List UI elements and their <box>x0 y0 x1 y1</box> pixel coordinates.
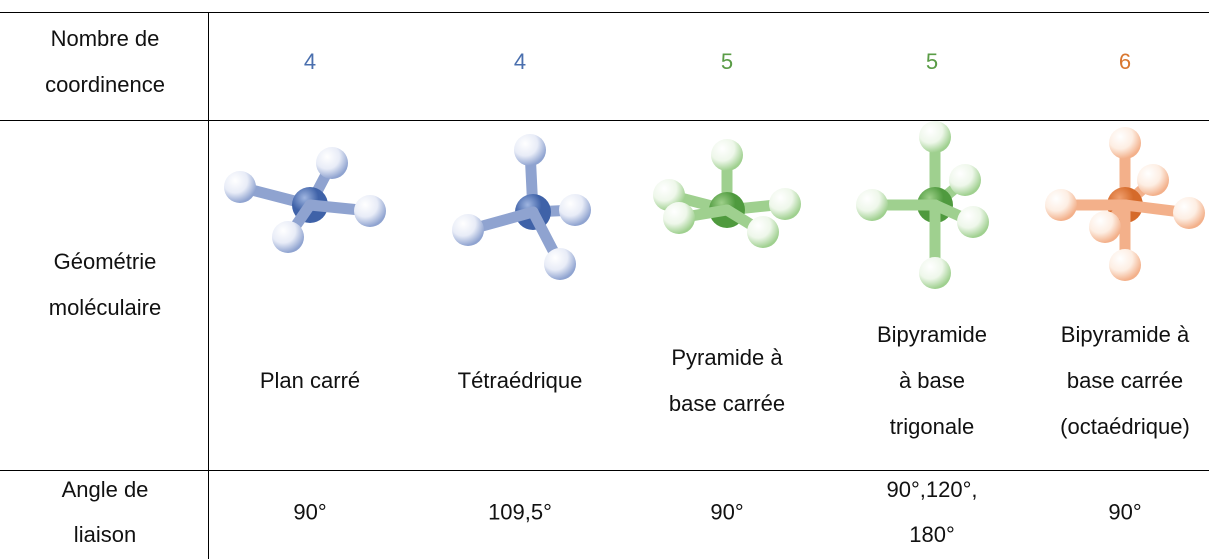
text-line: Angle de <box>62 467 149 512</box>
atom <box>711 139 743 171</box>
atom <box>919 257 951 289</box>
atom <box>769 188 801 220</box>
cell: Plan carré <box>260 358 360 404</box>
atom <box>1109 127 1141 159</box>
atom <box>663 202 695 234</box>
text-line: liaison <box>74 512 136 557</box>
text-line: Pyramide à <box>671 335 782 381</box>
text-line: 6 <box>1119 39 1131 85</box>
cell: 90° <box>710 490 743 535</box>
cell: 109,5° <box>488 490 552 535</box>
text-line: trigonale <box>890 404 974 450</box>
molecule <box>1045 127 1205 281</box>
cell: 4 <box>304 39 316 85</box>
atom <box>559 194 591 226</box>
text-line: 4 <box>304 39 316 85</box>
atom <box>1045 189 1077 221</box>
page: Nombre decoordinence Géométriemoléculaire… <box>0 0 1209 559</box>
text-line: coordinence <box>45 62 165 108</box>
text-line: Plan carré <box>260 358 360 404</box>
atom <box>316 147 348 179</box>
atom <box>919 121 951 153</box>
text-line: 90° <box>293 490 326 535</box>
atom <box>452 214 484 246</box>
molecule <box>452 134 591 280</box>
atom <box>949 164 981 196</box>
cell: 6 <box>1119 39 1131 85</box>
text-line: 4 <box>514 39 526 85</box>
molecule <box>653 139 801 248</box>
text-line: 180° <box>909 512 955 557</box>
atom <box>856 189 888 221</box>
atom <box>1089 211 1121 243</box>
text-line: 5 <box>721 39 733 85</box>
cell: 5 <box>926 39 938 85</box>
cell: 90°,120°,180° <box>887 467 978 557</box>
atom <box>272 221 304 253</box>
cell: 90° <box>1108 490 1141 535</box>
text-line: Bipyramide <box>877 312 987 358</box>
text-line: Tétraédrique <box>458 358 583 404</box>
atom <box>224 171 256 203</box>
cell: 4 <box>514 39 526 85</box>
text-line: à base <box>899 358 965 404</box>
atom <box>514 134 546 166</box>
atom <box>1173 197 1205 229</box>
text-line: base carrée <box>669 381 785 427</box>
atom <box>1109 249 1141 281</box>
text-line: 5 <box>926 39 938 85</box>
text-line: 90° <box>1108 490 1141 535</box>
text-line: Géométrie <box>54 239 157 285</box>
text-line: 90° <box>710 490 743 535</box>
text-line: (octaédrique) <box>1060 404 1190 450</box>
text-line: base carrée <box>1067 358 1183 404</box>
atom <box>957 206 989 238</box>
text-line: moléculaire <box>49 285 162 331</box>
molecule <box>224 147 386 253</box>
text-line: 90°,120°, <box>887 467 978 512</box>
molecules <box>0 0 1209 559</box>
cell: Tétraédrique <box>458 358 583 404</box>
atom <box>1137 164 1169 196</box>
text-line: 109,5° <box>488 490 552 535</box>
text-line: Bipyramide à <box>1061 312 1189 358</box>
atom <box>544 248 576 280</box>
atom <box>747 216 779 248</box>
text-line: Nombre de <box>51 16 160 62</box>
atom <box>354 195 386 227</box>
cell: 90° <box>293 490 326 535</box>
molecule <box>856 121 989 289</box>
cell: 5 <box>721 39 733 85</box>
